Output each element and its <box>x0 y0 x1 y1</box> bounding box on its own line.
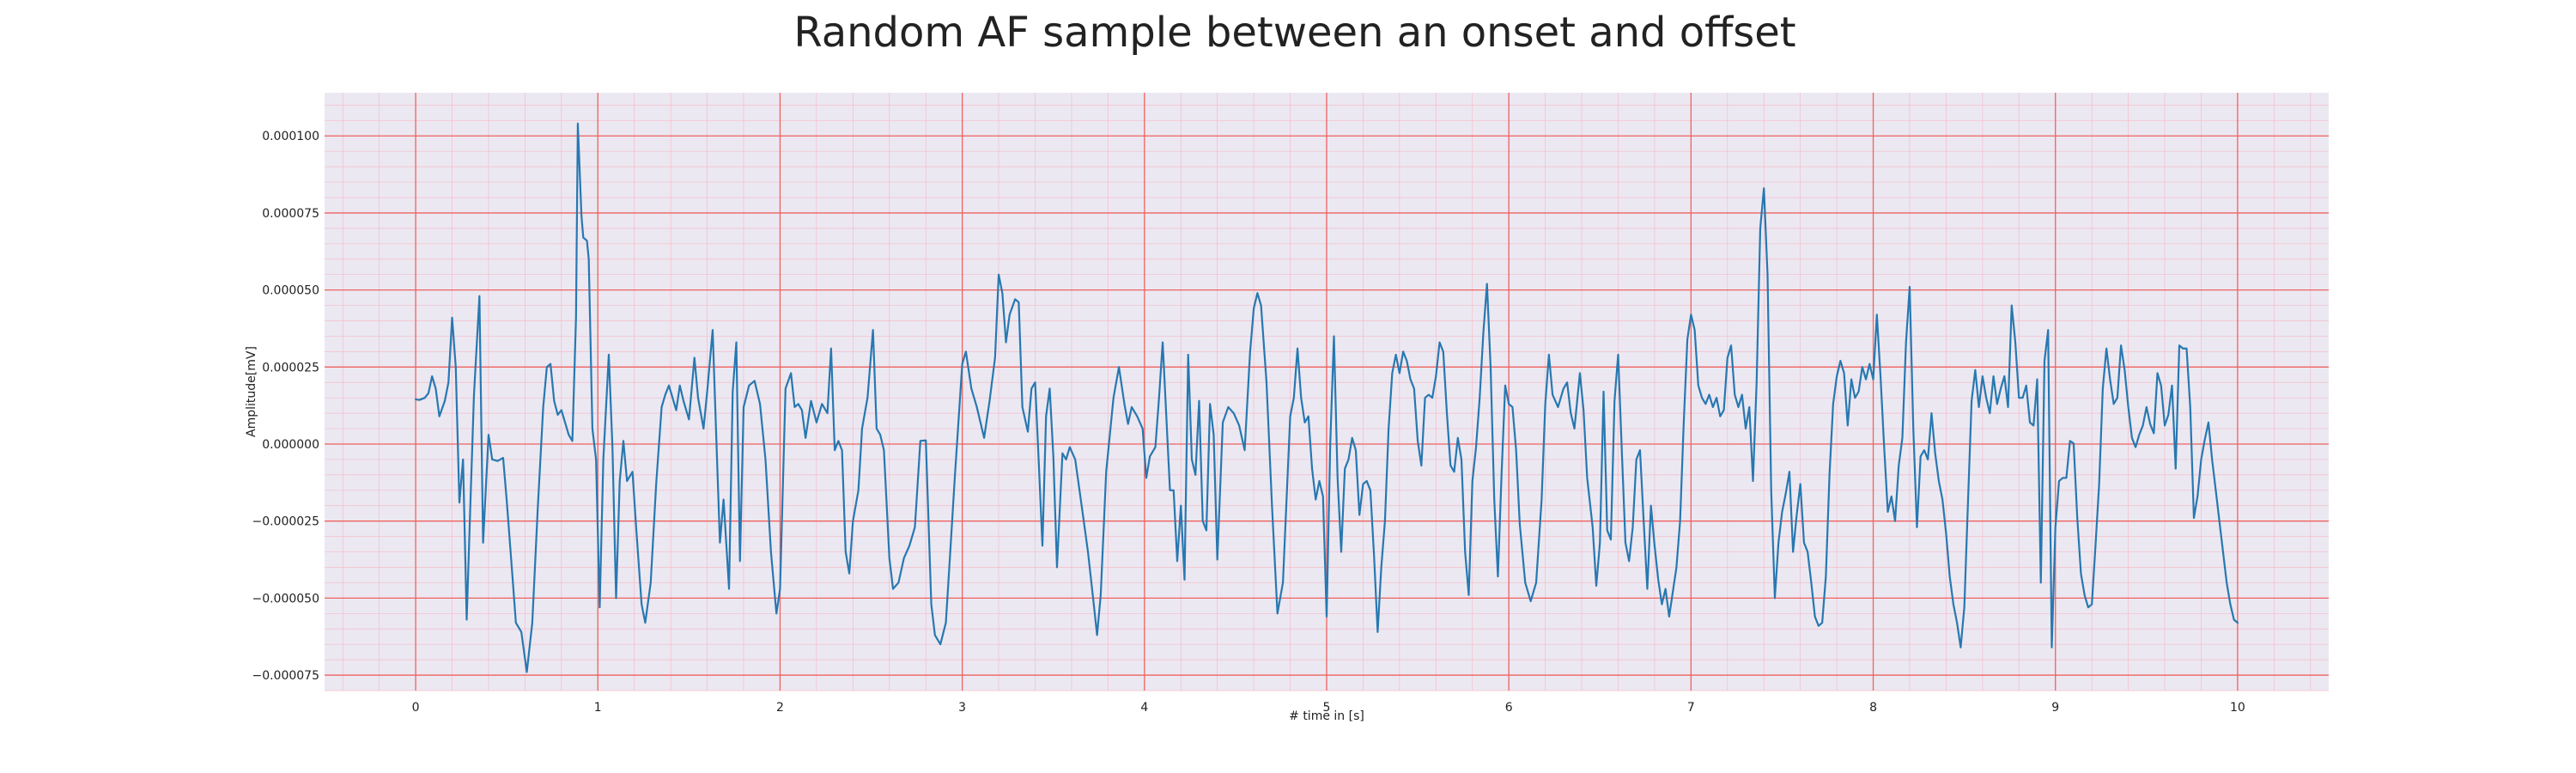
x-tick-label: 1 <box>594 701 602 715</box>
x-tick-label: 3 <box>958 701 966 715</box>
y-tick-label: −0.000075 <box>252 669 319 683</box>
y-tick-label: −0.000025 <box>252 515 319 529</box>
x-tick-label: 8 <box>1869 701 1877 715</box>
x-tick-label: 7 <box>1687 701 1695 715</box>
y-axis-label: Amplitude[mV] <box>245 346 258 437</box>
y-tick-label: 0.000075 <box>262 207 319 221</box>
y-tick-label: 0.000050 <box>262 284 319 298</box>
x-tick-label: 9 <box>2051 701 2059 715</box>
data-series <box>414 122 2239 673</box>
x-tick-label: 5 <box>1323 701 1331 715</box>
x-tick-label: 4 <box>1140 701 1148 715</box>
y-tick-label: −0.000050 <box>252 592 319 606</box>
x-axis-ticks: 0 1 2 3 4 5 6 7 8 9 10 <box>412 701 2245 715</box>
y-tick-label: 0.000100 <box>262 130 319 143</box>
x-tick-label: 10 <box>2230 701 2245 715</box>
y-axis-ticks: −0.000075 −0.000050 −0.000025 0.000000 0.000… <box>252 130 319 683</box>
y-tick-label: 0.000025 <box>262 361 319 374</box>
x-tick-label: 0 <box>412 701 420 715</box>
x-axis-label: # time in [s] <box>1289 709 1364 723</box>
series-line <box>414 122 2239 673</box>
chart-title: Random AF sample between an onset and of… <box>793 9 1795 57</box>
x-tick-label: 2 <box>776 701 784 715</box>
x-tick-label: 6 <box>1505 701 1513 715</box>
y-tick-label: 0.000000 <box>262 438 319 452</box>
